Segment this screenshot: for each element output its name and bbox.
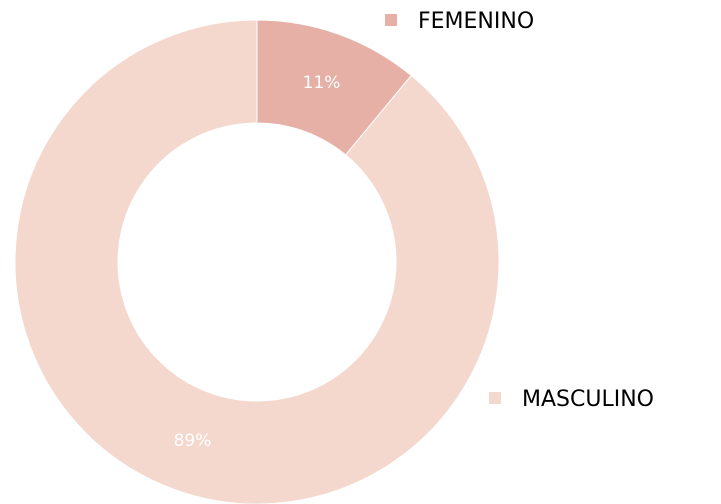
legend-label: MASCULINO xyxy=(522,387,654,412)
legend-marker xyxy=(385,14,397,26)
value-label: 89% xyxy=(174,431,212,451)
donut-segment xyxy=(14,19,500,504)
legend-marker xyxy=(489,392,501,404)
legend-label: FEMENINO xyxy=(418,9,534,34)
value-label: 11% xyxy=(303,73,341,93)
